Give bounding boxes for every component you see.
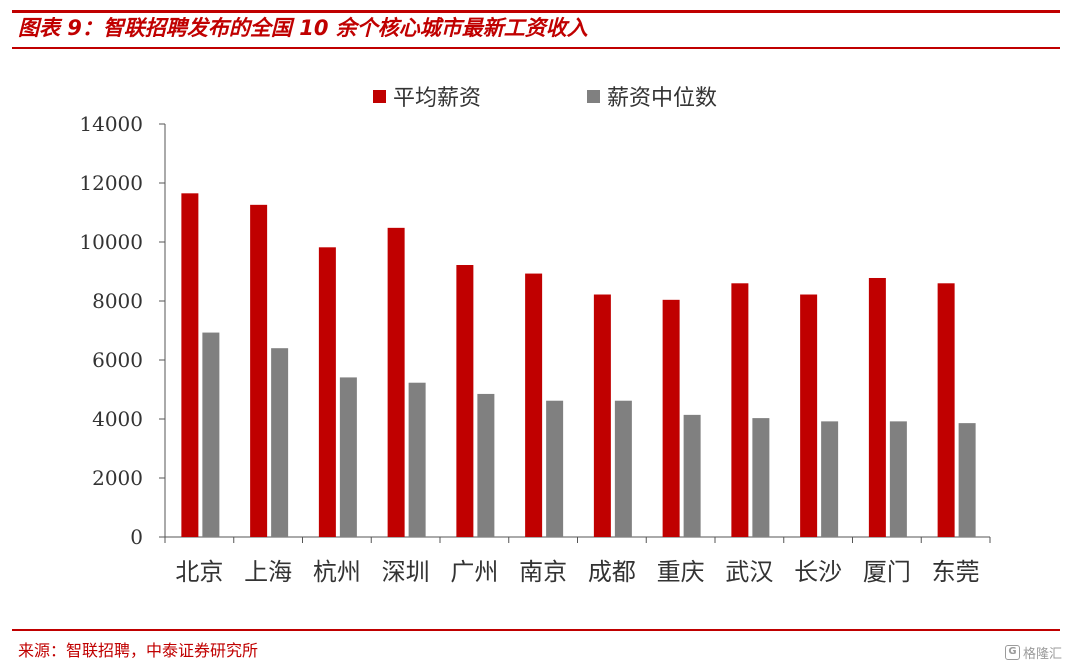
y-tick-label: 2000 bbox=[92, 466, 143, 490]
bar-median-salary bbox=[477, 393, 495, 537]
legend-label: 平均薪资 bbox=[393, 86, 481, 111]
bar-median-salary bbox=[889, 421, 907, 537]
figure-title: 图表 9：智联招聘发布的全国 10 余个核心城市最新工资收入 bbox=[18, 16, 588, 40]
y-tick-label: 8000 bbox=[92, 289, 143, 313]
x-tick-label: 厦门 bbox=[863, 558, 911, 586]
bar-average-salary bbox=[868, 277, 886, 537]
bar-median-salary bbox=[408, 382, 426, 537]
legend-swatch bbox=[587, 90, 600, 103]
bar-average-salary bbox=[662, 299, 680, 537]
bar-median-salary bbox=[339, 377, 357, 537]
y-tick-label: 4000 bbox=[92, 407, 143, 431]
x-tick-label: 成都 bbox=[588, 558, 636, 586]
x-tick-label: 南京 bbox=[519, 558, 567, 586]
legend: 平均薪资 薪资中位数 bbox=[373, 86, 717, 111]
x-tick-label: 深圳 bbox=[382, 558, 430, 586]
x-tick-label: 重庆 bbox=[657, 558, 705, 586]
bar-average-salary bbox=[181, 193, 199, 537]
x-tick-label: 上海 bbox=[244, 558, 292, 586]
bars bbox=[181, 193, 976, 537]
x-axis: 北京 上海 杭州 深圳 广州 南京 成都 重庆 武汉 长沙 厦门 东莞 bbox=[164, 536, 991, 586]
bar-average-salary bbox=[387, 227, 405, 537]
watermark-logo-icon: G bbox=[1005, 645, 1020, 660]
bar-median-salary bbox=[614, 400, 632, 537]
legend-swatch bbox=[373, 90, 386, 103]
bar-average-salary bbox=[525, 273, 543, 537]
bar-median-salary bbox=[752, 418, 770, 537]
bar-median-salary bbox=[683, 414, 701, 537]
x-tick-label: 长沙 bbox=[794, 558, 842, 586]
header-bottom-rule bbox=[12, 47, 1060, 49]
y-tick-label: 10000 bbox=[79, 230, 143, 254]
x-tick-label: 北京 bbox=[175, 558, 223, 586]
x-tick-label: 广州 bbox=[450, 558, 498, 586]
x-tick-label: 杭州 bbox=[313, 558, 361, 586]
bar-average-salary bbox=[593, 294, 611, 537]
bar-chart: 平均薪资 薪资中位数 0 2000 4000 6000 8000 10000 12000 140… bbox=[79, 86, 991, 586]
bar-median-salary bbox=[821, 421, 839, 537]
bar-median-salary bbox=[202, 332, 220, 537]
bar-average-salary bbox=[800, 294, 818, 537]
y-axis: 0 2000 4000 6000 8000 10000 12000 14000 bbox=[79, 112, 166, 549]
legend-label: 薪资中位数 bbox=[607, 86, 717, 111]
y-tick-label: 0 bbox=[130, 525, 143, 549]
bar-average-salary bbox=[937, 283, 955, 537]
bar-average-salary bbox=[250, 204, 268, 537]
bar-average-salary bbox=[456, 265, 474, 537]
y-tick-label: 14000 bbox=[79, 112, 143, 136]
watermark-text: 格隆汇 bbox=[1023, 647, 1063, 662]
watermark: G 格隆汇 bbox=[1005, 643, 1062, 662]
x-tick-label: 武汉 bbox=[725, 558, 773, 586]
bar-median-salary bbox=[546, 400, 564, 537]
bar-average-salary bbox=[731, 283, 749, 537]
footer-rule bbox=[12, 629, 1060, 631]
header-top-rule bbox=[12, 10, 1060, 13]
bar-median-salary bbox=[958, 423, 976, 537]
bar-median-salary bbox=[271, 348, 289, 537]
source-note: 来源：智联招聘，中泰证券研究所 bbox=[18, 641, 259, 660]
y-tick-label: 12000 bbox=[79, 171, 143, 195]
x-tick-label: 东莞 bbox=[932, 558, 980, 586]
y-tick-label: 6000 bbox=[92, 348, 143, 372]
bar-average-salary bbox=[318, 247, 336, 537]
